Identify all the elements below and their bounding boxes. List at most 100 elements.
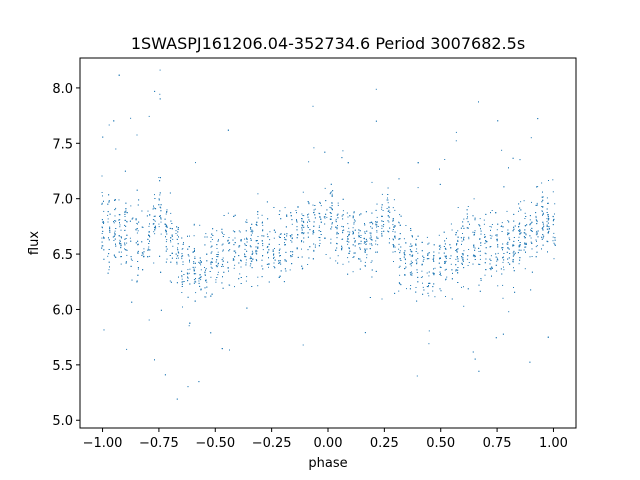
data-point: [154, 215, 156, 217]
data-point: [359, 268, 361, 270]
data-point: [204, 271, 206, 273]
data-point: [136, 222, 138, 224]
data-point: [439, 257, 441, 259]
data-point: [137, 252, 139, 254]
data-point: [554, 239, 556, 241]
data-point: [346, 240, 348, 242]
data-point: [119, 243, 121, 245]
data-point: [535, 232, 537, 234]
data-point: [335, 221, 337, 223]
data-point: [467, 265, 469, 266]
data-point: [387, 220, 389, 222]
data-point: [461, 240, 463, 242]
data-point: [495, 264, 497, 266]
data-point: [548, 226, 550, 228]
data-point: [199, 285, 201, 287]
data-point: [286, 260, 287, 262]
data-point: [410, 285, 412, 286]
data-point: [404, 268, 406, 269]
data-point: [497, 244, 499, 246]
data-point: [166, 225, 167, 227]
data-point: [246, 237, 247, 239]
data-point: [182, 264, 184, 265]
data-point: [286, 214, 288, 216]
data-point: [268, 281, 270, 283]
data-point: [358, 258, 360, 260]
data-point: [440, 246, 442, 248]
data-point: [400, 260, 402, 261]
data-point: [456, 243, 458, 245]
data-point: [474, 255, 476, 257]
data-point: [234, 256, 236, 258]
data-point: [181, 270, 183, 272]
data-point: [307, 216, 309, 218]
data-point: [147, 210, 149, 212]
data-point: [392, 238, 394, 240]
data-point: [496, 260, 498, 262]
data-point: [529, 256, 531, 258]
data-point: [198, 261, 200, 263]
data-point: [502, 226, 504, 228]
data-point: [455, 250, 457, 251]
data-point: [193, 279, 195, 280]
data-point: [153, 223, 155, 225]
data-point: [193, 235, 195, 237]
data-point: [215, 261, 217, 263]
data-point: [222, 250, 224, 252]
data-point: [518, 240, 519, 241]
data-point: [457, 282, 459, 283]
data-point: [415, 251, 417, 252]
data-point: [119, 239, 121, 241]
data-point: [250, 227, 252, 229]
data-point: [359, 230, 361, 232]
data-point: [189, 259, 190, 261]
data-point: [456, 244, 457, 246]
data-point: [348, 234, 350, 236]
data-point: [183, 274, 185, 275]
data-point: [125, 262, 127, 264]
data-point: [136, 280, 138, 282]
data-point: [200, 261, 202, 263]
data-point: [234, 237, 236, 239]
data-point: [193, 248, 195, 250]
data-point: [552, 240, 554, 242]
data-point: [165, 231, 167, 233]
data-point: [245, 262, 247, 264]
data-point: [290, 212, 292, 214]
data-point: [553, 258, 555, 260]
data-point: [547, 216, 549, 218]
data-point: [399, 238, 401, 240]
data-point: [221, 259, 223, 261]
data-point: [479, 290, 481, 292]
data-point: [126, 212, 128, 214]
data-point: [474, 247, 476, 249]
data-point: [377, 221, 378, 223]
data-point: [108, 200, 110, 202]
data-point: [433, 259, 434, 261]
data-point: [439, 288, 441, 290]
data-point: [461, 262, 463, 264]
data-point: [388, 207, 390, 209]
data-point: [320, 205, 322, 207]
data-point: [274, 231, 276, 233]
data-point: [240, 239, 242, 241]
data-point: [251, 267, 253, 269]
data-point: [353, 252, 355, 254]
data-point: [153, 207, 155, 209]
data-point: [496, 259, 498, 261]
data-point: [353, 237, 355, 239]
data-point: [255, 246, 257, 248]
data-point: [158, 177, 160, 178]
data-point: [279, 260, 281, 262]
data-point: [336, 233, 338, 235]
data-point: [232, 258, 234, 260]
data-point: [444, 247, 446, 249]
data-point: [166, 211, 168, 213]
data-point: [307, 225, 308, 227]
data-point: [392, 218, 394, 220]
data-point: [318, 212, 320, 214]
data-point: [255, 252, 257, 254]
data-point: [416, 375, 418, 377]
data-point: [548, 214, 549, 216]
data-point: [107, 214, 109, 216]
